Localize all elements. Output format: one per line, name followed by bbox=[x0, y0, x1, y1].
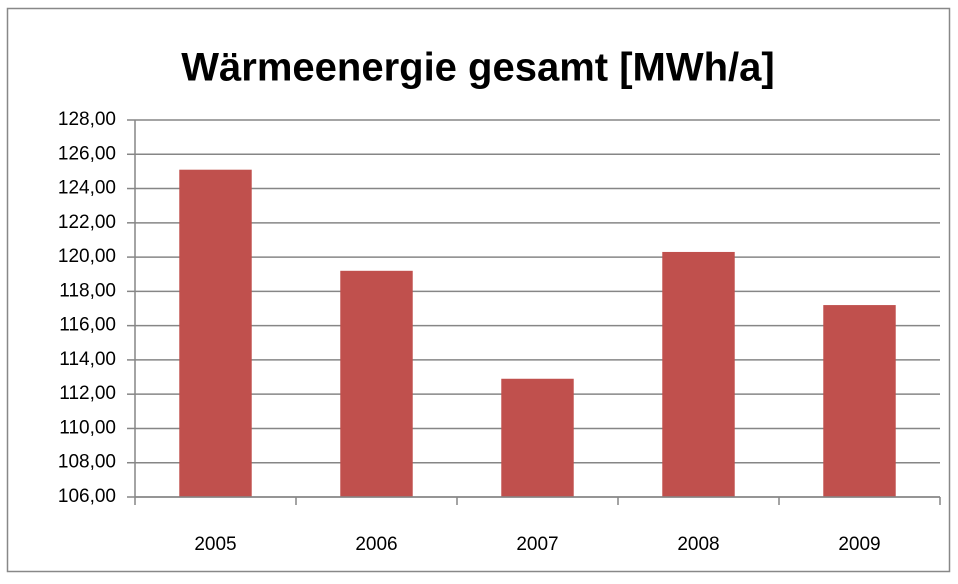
chart-border bbox=[6, 7, 951, 573]
x-tick-label: 2007 bbox=[516, 534, 558, 555]
y-tick-label: 108,00 bbox=[58, 452, 116, 473]
x-tick-label: 2008 bbox=[677, 534, 719, 555]
y-tick-label: 116,00 bbox=[59, 315, 116, 336]
bar bbox=[179, 169, 252, 498]
y-tick-label: 106,00 bbox=[58, 486, 116, 507]
y-tick-label: 128,00 bbox=[58, 109, 116, 130]
y-tick-label: 120,00 bbox=[58, 246, 116, 267]
x-tick-label: 2009 bbox=[838, 534, 880, 555]
y-tick-label: 114,00 bbox=[59, 349, 116, 370]
y-tick-label: 122,00 bbox=[58, 212, 116, 233]
chart-title: Wärmeenergie gesamt [MWh/a] bbox=[181, 46, 774, 90]
y-tick-label: 118,00 bbox=[59, 280, 116, 301]
y-tick-label: 126,00 bbox=[58, 143, 116, 164]
bar bbox=[501, 378, 574, 497]
bar bbox=[823, 305, 896, 497]
y-tick-label: 112,00 bbox=[59, 383, 116, 404]
bar bbox=[340, 270, 413, 497]
bar bbox=[662, 251, 735, 497]
x-tick-label: 2005 bbox=[194, 534, 236, 555]
y-tick-label: 110,00 bbox=[59, 417, 116, 438]
x-tick-label: 2006 bbox=[355, 534, 397, 555]
y-tick-label: 124,00 bbox=[58, 178, 116, 199]
